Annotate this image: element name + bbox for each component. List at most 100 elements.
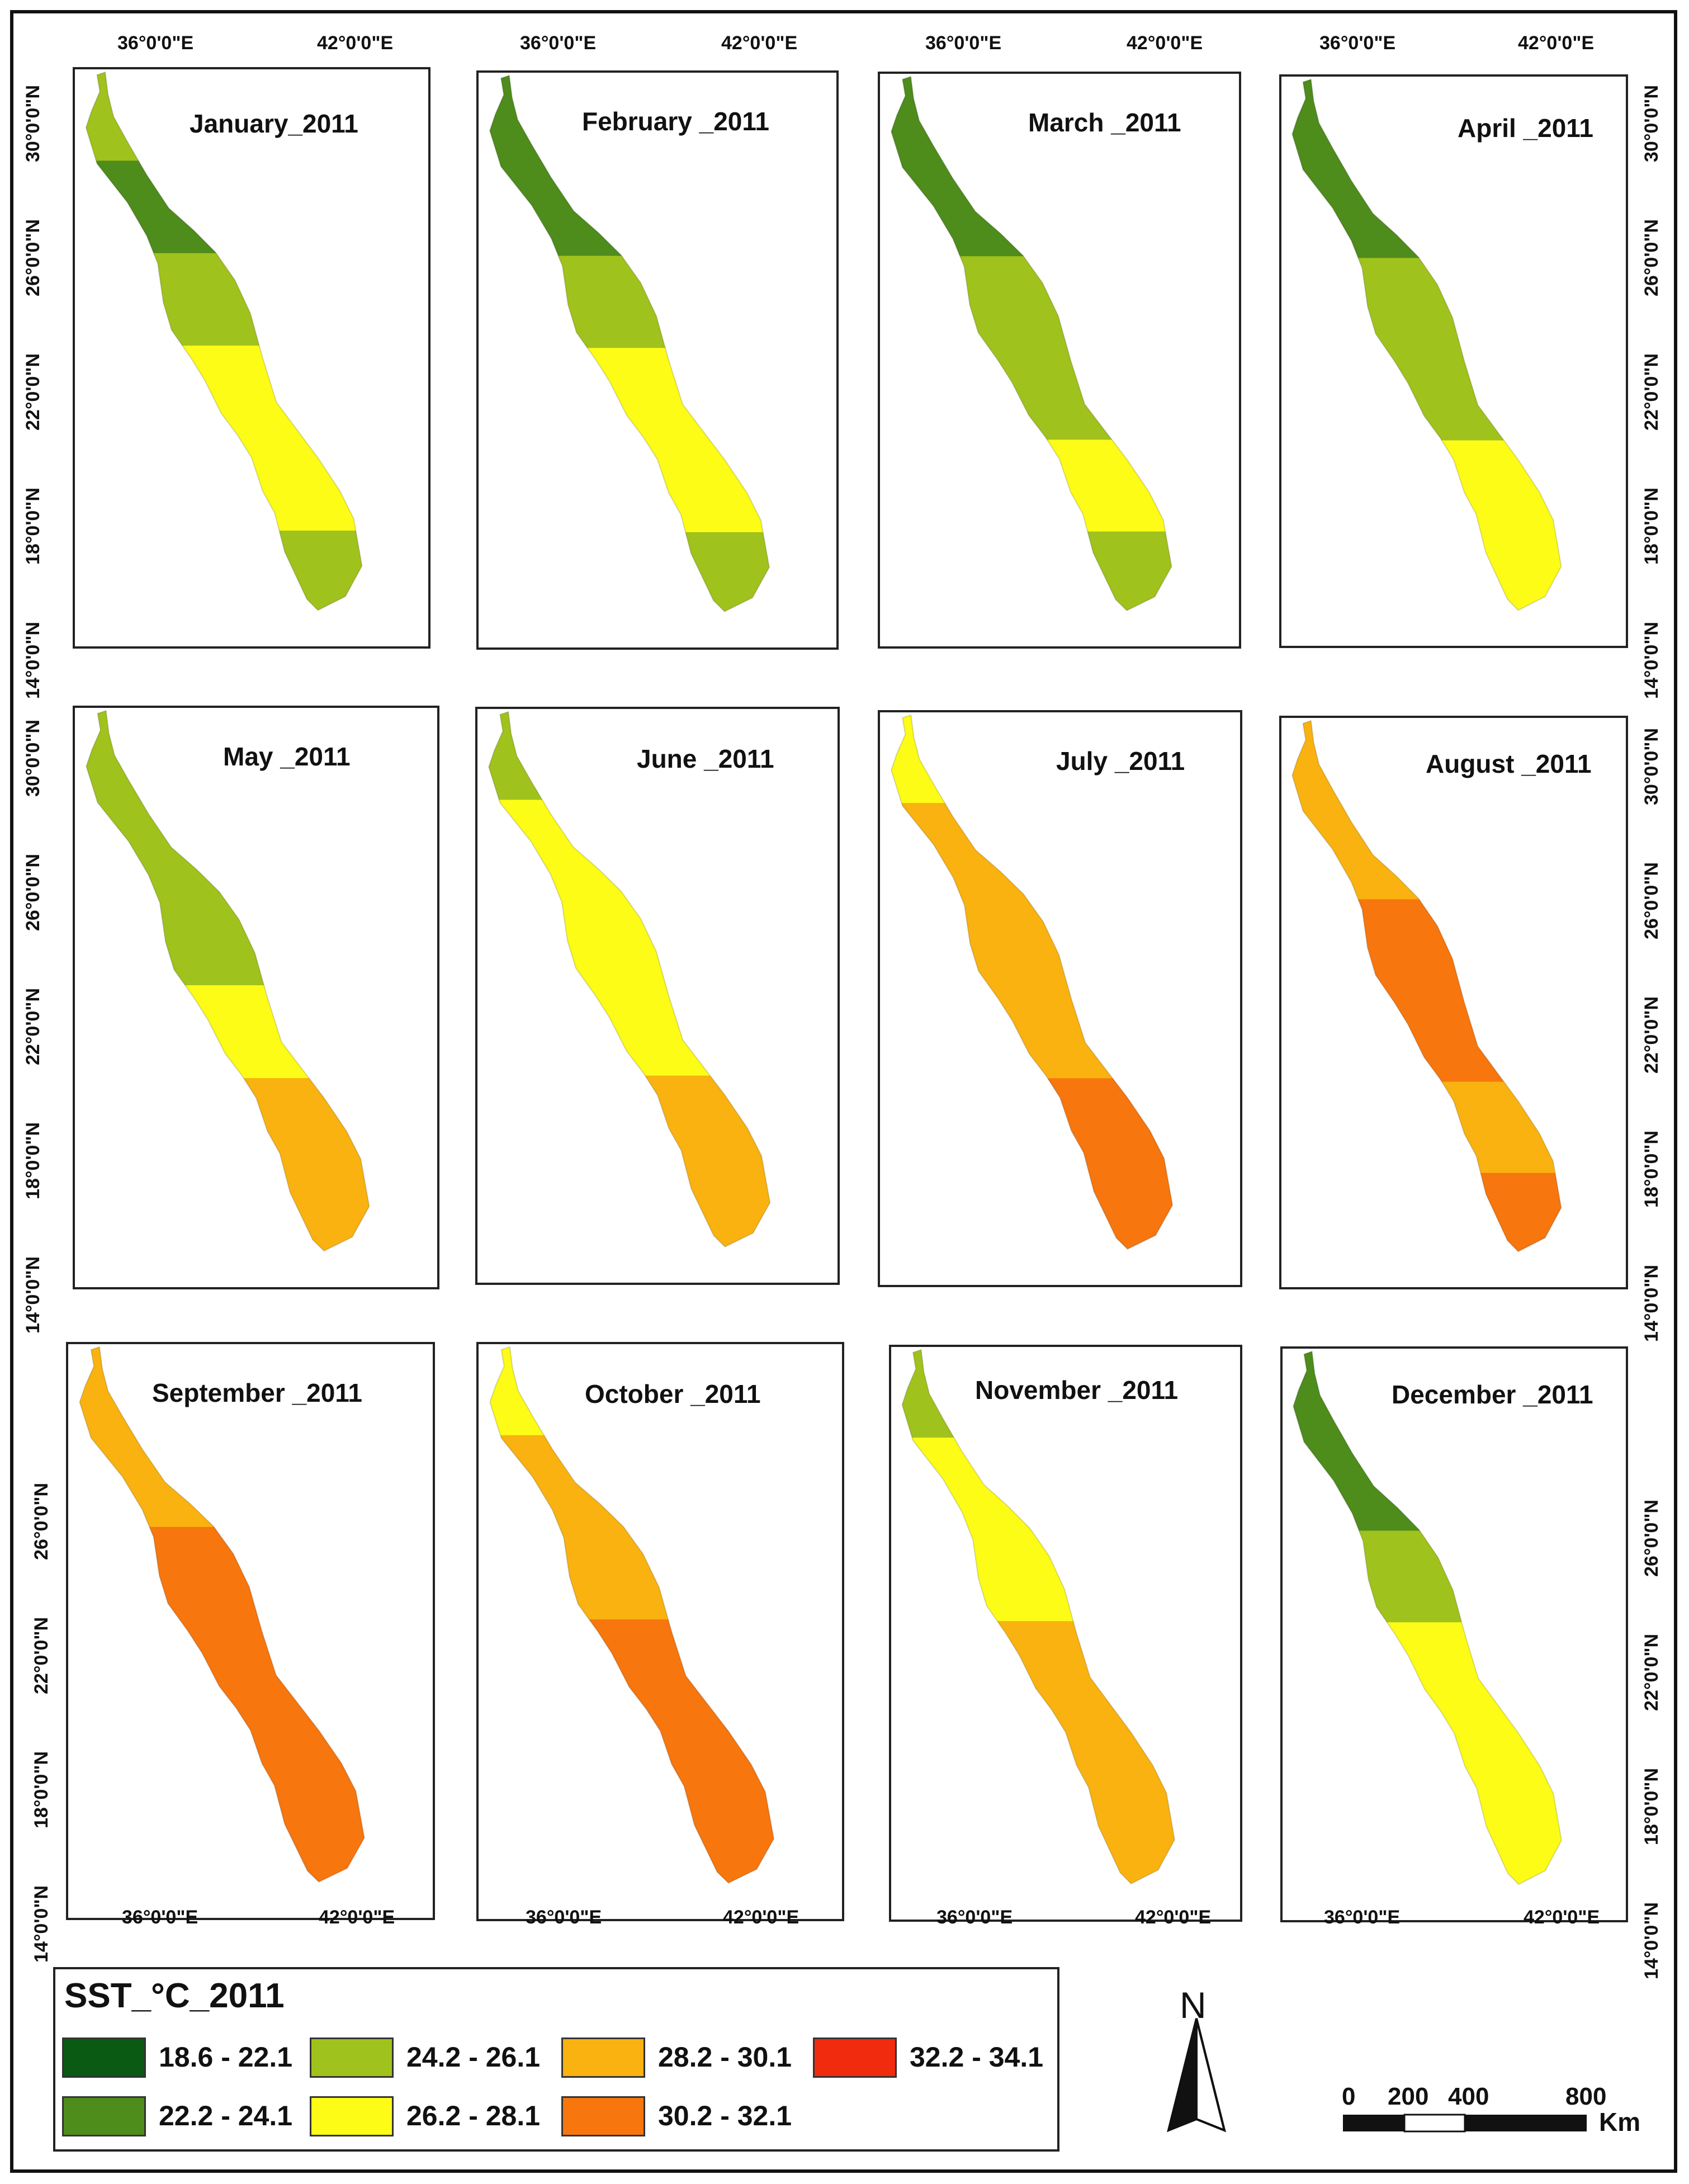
sst-band — [891, 1170, 1173, 1249]
lat-label-left: 30°0'0"N — [22, 720, 44, 797]
sst-band — [1292, 167, 1562, 261]
panel-title: March _2011 — [1028, 108, 1181, 137]
sea-surface-map — [489, 74, 770, 612]
lon-label-bottom: 42°0'0"E — [1524, 1907, 1600, 1928]
scale-bar — [1343, 2114, 1587, 2133]
sst-band — [489, 1075, 770, 1170]
sea-outline — [86, 710, 370, 1252]
map-panel-october[interactable]: October _2011 — [476, 1342, 844, 1921]
legend-range: 26.2 - 28.1 — [406, 2100, 541, 2131]
sea-outline — [891, 75, 1172, 612]
sst-band — [490, 1803, 774, 1883]
lon-label-bottom: 42°0'0"E — [1135, 1907, 1212, 1928]
sst-band — [490, 1711, 774, 1806]
sst-band — [79, 1526, 365, 1622]
sea-surface-map — [86, 710, 370, 1252]
sst-band — [490, 1619, 774, 1714]
north-label: N — [1180, 1984, 1207, 2026]
sst-band — [490, 1527, 774, 1622]
map-panel-august[interactable]: August _2011 — [1279, 716, 1628, 1289]
sst-band — [489, 891, 770, 986]
sea-outline — [1291, 720, 1562, 1252]
panel-title: September _2011 — [152, 1378, 362, 1407]
map-panel-february[interactable]: February _2011 — [476, 70, 839, 650]
sst-band — [891, 256, 1172, 351]
map-panel-december[interactable]: December _2011 — [1280, 1346, 1628, 1922]
north-arrow-icon — [1167, 2018, 1226, 2133]
sea-surface-map — [891, 714, 1174, 1250]
sst-band — [86, 985, 370, 1081]
lon-label-bottom: 36°0'0"E — [1324, 1907, 1401, 1928]
legend-range: 28.2 - 30.1 — [658, 2041, 792, 2073]
panel-title: July _2011 — [1056, 746, 1185, 776]
legend-swatch — [62, 2096, 146, 2136]
map-panel-march[interactable]: March _2011 — [878, 72, 1241, 649]
figure-frame — [10, 10, 1677, 2173]
sea-outline — [1291, 78, 1562, 611]
legend-range: 22.2 - 24.1 — [159, 2100, 293, 2131]
sst-band — [891, 803, 1173, 897]
sst-band — [902, 1621, 1175, 1715]
lat-label-left: 26°0'0"N — [22, 854, 44, 931]
sst-band — [1292, 808, 1562, 902]
sst-band — [1292, 1081, 1562, 1175]
panel-title: November _2011 — [975, 1375, 1179, 1405]
panel-title: December _2011 — [1392, 1380, 1593, 1409]
sst-band — [902, 1529, 1175, 1624]
lon-label-top: 36°0'0"E — [1319, 32, 1396, 54]
map-panel-january[interactable]: January_2011 — [73, 67, 430, 649]
sst-band — [1292, 258, 1562, 352]
sst-band — [490, 439, 769, 535]
sst-band — [1292, 440, 1562, 534]
sst-band — [1293, 1714, 1562, 1808]
sst-band — [902, 1438, 1175, 1532]
sst-band — [490, 256, 769, 351]
lat-label-left: 22°0'0"N — [31, 1617, 52, 1694]
map-panel-july[interactable]: July _2011 — [878, 710, 1242, 1287]
sst-band — [489, 800, 770, 894]
scale-tick: 0 — [1342, 2083, 1356, 2110]
lon-label-bottom: 42°0'0"E — [319, 1907, 395, 1928]
lat-label-left: 18°0'0"N — [31, 1751, 52, 1828]
lat-label-left: 18°0'0"N — [22, 488, 44, 565]
scale-tick: 400 — [1448, 2083, 1489, 2110]
lat-label-right: 26°0'0"N — [1641, 1500, 1662, 1577]
lon-label-top: 42°0'0"E — [1518, 32, 1595, 54]
sea-outline — [85, 71, 363, 611]
lat-label-right: 18°0'0"N — [1641, 488, 1662, 565]
sea-surface-map — [489, 1346, 775, 1884]
lat-label-left: 14°0'0"N — [31, 1885, 52, 1963]
lat-label-left: 30°0'0"N — [22, 85, 44, 162]
panel-title: August _2011 — [1426, 749, 1592, 778]
lat-label-right: 30°0'0"N — [1641, 728, 1662, 805]
sea-surface-map — [1293, 1350, 1562, 1885]
sst-band — [489, 1167, 770, 1247]
sst-band — [86, 800, 370, 895]
sea-outline — [901, 1349, 1176, 1885]
sst-band — [902, 1804, 1175, 1884]
lat-label-right: 14°0'0"N — [1641, 1902, 1662, 1979]
sst-band — [902, 1713, 1175, 1807]
sst-band — [1293, 1805, 1562, 1885]
sst-band — [891, 164, 1172, 259]
scale-tick: 800 — [1565, 2083, 1607, 2110]
map-panel-may[interactable]: May _2011 — [73, 706, 439, 1289]
panel-title: October _2011 — [585, 1379, 761, 1408]
sst-band — [891, 348, 1172, 442]
legend-swatch — [310, 2096, 394, 2136]
sst-band — [1292, 349, 1562, 443]
map-panel-april[interactable]: April _2011 — [1279, 74, 1628, 648]
panel-title: May _2011 — [223, 742, 351, 771]
map-panel-november[interactable]: November _2011 — [889, 1345, 1242, 1922]
lon-label-top: 36°0'0"E — [520, 32, 597, 54]
map-panel-september[interactable]: September _2011 — [66, 1342, 435, 1920]
sea-surface-map — [488, 711, 771, 1248]
lat-label-right: 22°0'0"N — [1641, 353, 1662, 431]
sst-band — [1293, 1622, 1562, 1717]
map-panel-june[interactable]: June _2011 — [475, 707, 840, 1285]
legend-range: 32.2 - 34.1 — [910, 2041, 1044, 2073]
sst-band — [490, 1435, 774, 1530]
sst-band — [891, 895, 1173, 989]
lat-label-left: 14°0'0"N — [22, 1256, 44, 1334]
sst-band — [490, 532, 769, 612]
